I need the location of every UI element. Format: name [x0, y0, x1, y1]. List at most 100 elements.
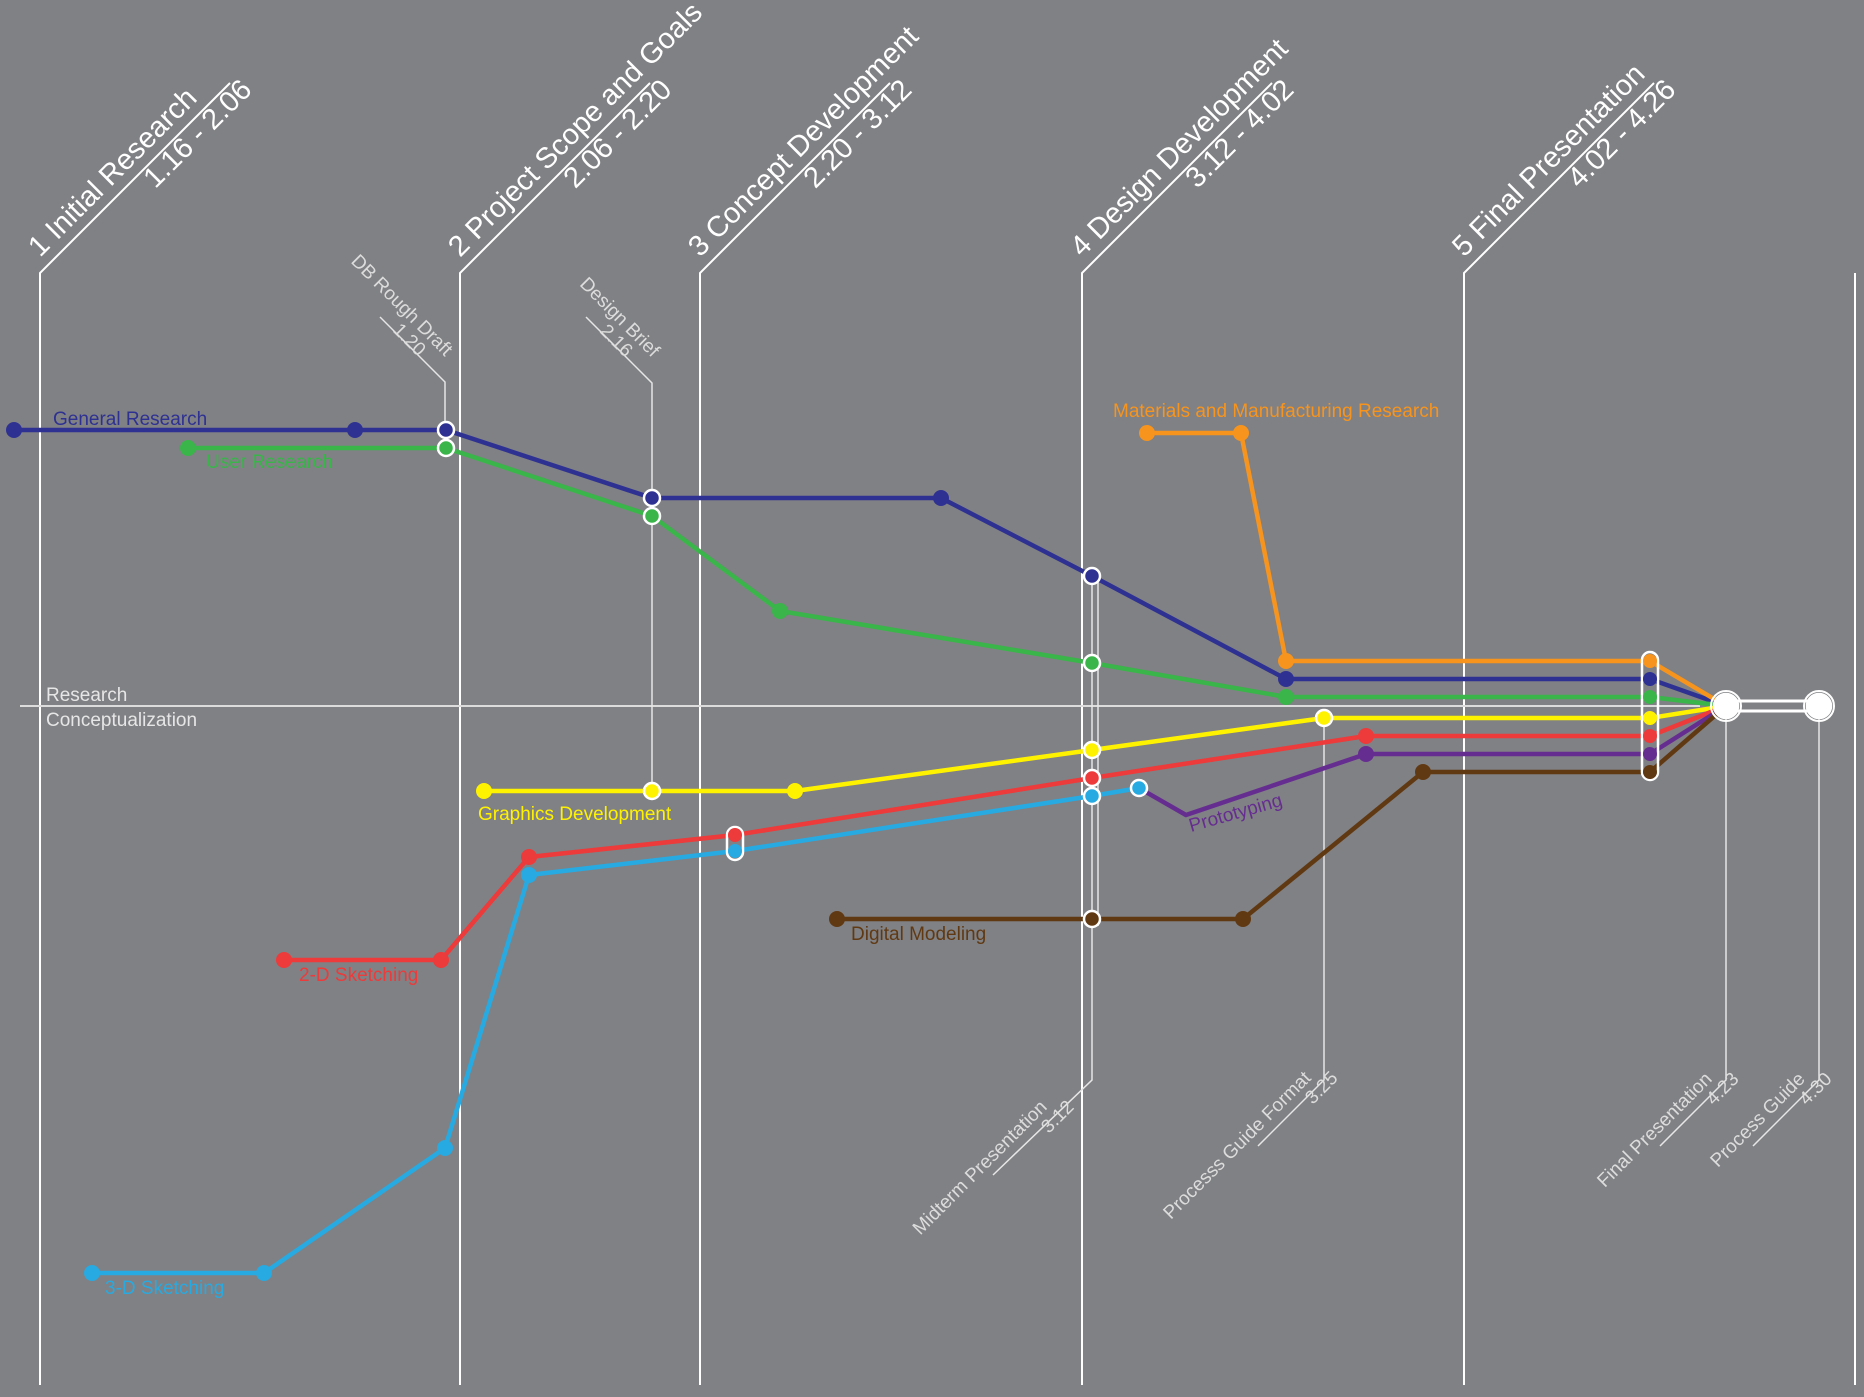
stream-line-2d-sketching	[281, 703, 1729, 963]
station	[6, 422, 22, 438]
milestone-name: Final Presentation	[1593, 1069, 1716, 1192]
station	[1233, 425, 1249, 441]
station	[1278, 671, 1294, 687]
interchange	[1082, 909, 1102, 929]
milestone-name: Midterm Presentation	[909, 1097, 1052, 1240]
milestone-date: 3.25	[1301, 1068, 1342, 1109]
station	[437, 1140, 453, 1156]
station	[347, 422, 363, 438]
milestone-date: 4.23	[1702, 1069, 1743, 1110]
stream-line-user-research	[185, 445, 1729, 709]
phase-line-1	[39, 82, 231, 1385]
stream-line-3d-sketching	[89, 785, 1142, 1276]
interchange	[1643, 672, 1657, 686]
milestone-line-guide-format	[1257, 718, 1325, 1147]
station	[1358, 746, 1374, 762]
station	[1139, 425, 1155, 441]
interchange	[436, 438, 456, 458]
stations-solid	[6, 422, 1431, 1281]
phase-title: 2 Project Scope and Goals	[442, 0, 709, 263]
stream-label-3d-sketching: 3-D Sketching	[105, 1278, 224, 1299]
phase-header-3: 3 Concept Development 2.20 - 3.12	[682, 20, 925, 263]
interchange	[642, 488, 662, 508]
interchange	[728, 844, 742, 858]
interchange	[1643, 729, 1657, 743]
axis: Research Conceptualization	[20, 685, 1700, 731]
phase-header-5: 5 Final Presentation 4.02 - 4.26	[1446, 58, 1682, 263]
stream-label-materials-research: Materials and Manufacturing Research	[1113, 401, 1439, 422]
station	[1358, 728, 1374, 744]
stream-label-2d-sketching: 2-D Sketching	[299, 965, 418, 986]
terminal-process-guide	[1805, 692, 1833, 720]
interchange	[436, 420, 456, 440]
station	[521, 849, 537, 865]
interchange	[1643, 654, 1657, 668]
phase-header-4: 4 Design Development 3.12 - 4.02	[1064, 33, 1300, 263]
station	[1415, 764, 1431, 780]
interchange	[1082, 786, 1102, 806]
phase-line-5	[1463, 82, 1655, 1385]
milestone-line-design-brief	[585, 316, 653, 791]
station	[521, 867, 537, 883]
terminal-final-presentation-ring	[1710, 690, 1742, 722]
axis-upper-label: Research	[46, 685, 127, 706]
terminal-final-presentation	[1712, 692, 1740, 720]
stream-label-digital-modeling: Digital Modeling	[851, 924, 986, 945]
interchange	[1082, 740, 1102, 760]
phase-separators	[39, 82, 1856, 1385]
milestone-line-midterm	[992, 576, 1093, 1176]
stream-label-graphics-development: Graphics Development	[478, 804, 672, 825]
station	[1278, 689, 1294, 705]
interchange	[1643, 747, 1657, 761]
stream-line-prototyping	[1136, 703, 1729, 818]
interchange	[1082, 653, 1102, 673]
stream-line-digital-modeling	[834, 703, 1729, 922]
milestone-guide-format: Processs Guide Format 3.25	[1160, 1067, 1343, 1223]
phase-title: 5 Final Presentation	[1446, 58, 1651, 263]
station	[787, 783, 803, 799]
stream-label-general-research: General Research	[53, 409, 207, 430]
station	[772, 603, 788, 619]
station	[1235, 911, 1251, 927]
interchange	[1129, 778, 1149, 798]
milestone-line-process-guide	[1752, 705, 1820, 1147]
milestone-line-final-presentation	[1659, 705, 1727, 1147]
station	[476, 783, 492, 799]
interchange	[728, 828, 742, 842]
interchange	[642, 781, 662, 801]
interchange	[642, 506, 662, 526]
stations-interchange	[436, 420, 1835, 929]
milestone-midterm-presentation: Midterm Presentation 3.12	[909, 1097, 1078, 1240]
interchange	[1643, 711, 1657, 725]
milestone-date: 3.12	[1037, 1097, 1078, 1138]
phase-title: 4 Design Development	[1064, 33, 1294, 263]
interchange-capsule	[725, 825, 745, 862]
stream-label-user-research: User Research	[206, 452, 333, 473]
station	[433, 952, 449, 968]
milestone-date: 4.30	[1795, 1069, 1836, 1110]
axis-lower-label: Conceptualization	[46, 710, 197, 731]
interchange	[1082, 566, 1102, 586]
station	[84, 1265, 100, 1281]
stream-line-graphics-development	[481, 703, 1729, 794]
interchange-capsule	[1640, 650, 1660, 782]
phase-header-1: 1 Initial Research 1.16 - 2.06	[22, 74, 258, 263]
milestone-db-rough-draft: DB Rough Draft 1.20	[347, 251, 457, 361]
station	[1278, 653, 1294, 669]
stream-lines	[11, 427, 1821, 1276]
phase-headers: 1 Initial Research 1.16 - 2.06 2 Project…	[22, 0, 1682, 263]
phase-line-3	[699, 82, 891, 1385]
phase-title: 3 Concept Development	[682, 20, 925, 263]
phase-line-4	[1081, 82, 1273, 1385]
station	[256, 1265, 272, 1281]
milestone-name: Processs Guide Format	[1160, 1067, 1316, 1223]
station	[276, 952, 292, 968]
terminal-process-guide-ring	[1803, 690, 1835, 722]
milestone-design-brief: Design Brief 2.16	[575, 274, 664, 363]
station	[180, 440, 196, 456]
interchange	[1643, 690, 1657, 704]
station	[829, 911, 845, 927]
stream-line-materials-research	[1144, 430, 1729, 709]
interchange	[1314, 708, 1334, 728]
